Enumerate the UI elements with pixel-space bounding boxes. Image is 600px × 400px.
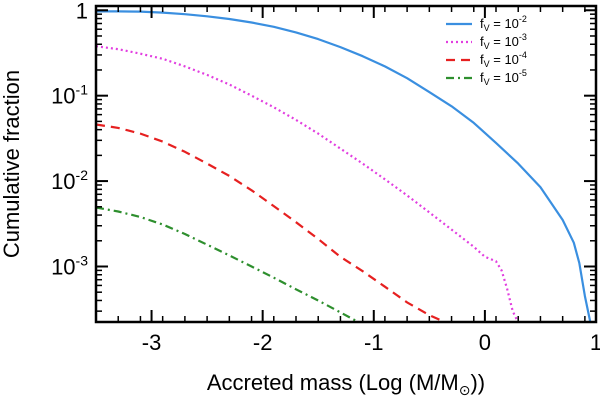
legend-label-4: fV = 10-5 xyxy=(480,68,527,87)
x-tick-label: -2 xyxy=(253,330,273,355)
legend-label-3: fV = 10-4 xyxy=(480,50,527,69)
y-tick-label: 1 xyxy=(76,0,88,23)
series-line-3 xyxy=(96,123,448,322)
legend: fV = 10-2fV = 10-3fV = 10-4fV = 10-5 xyxy=(446,14,527,87)
x-tick-label: -3 xyxy=(142,330,162,355)
series-line-4 xyxy=(96,206,361,322)
y-tick-label: 10-2 xyxy=(51,167,88,194)
x-tick-label: -1 xyxy=(364,330,384,355)
series-line-2 xyxy=(96,45,520,322)
x-axis-label: Accreted mass (Log (M/M⊙)) xyxy=(207,370,485,398)
y-axis-label: Cumulative fraction xyxy=(0,70,24,258)
y-tick-label: 10-3 xyxy=(51,252,88,279)
series-line-1 xyxy=(96,10,592,322)
x-tick-label: 1 xyxy=(590,330,600,355)
legend-label-1: fV = 10-2 xyxy=(480,14,527,33)
legend-label-2: fV = 10-3 xyxy=(480,32,527,51)
y-tick-label: 10-1 xyxy=(51,82,88,109)
x-tick-label: 0 xyxy=(479,330,491,355)
plot-frame xyxy=(94,4,598,324)
